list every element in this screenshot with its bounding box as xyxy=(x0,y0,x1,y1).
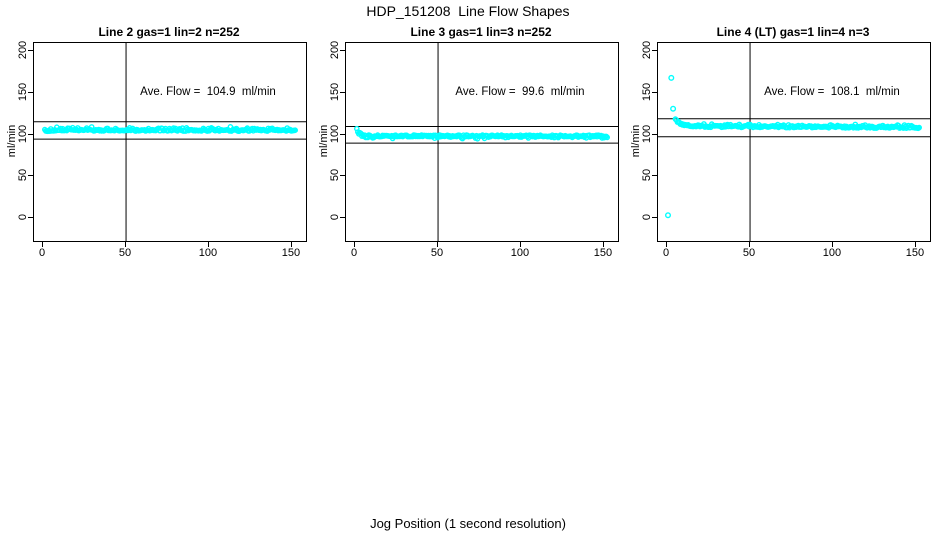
x-tick-label: 150 xyxy=(593,247,613,259)
data-point xyxy=(668,74,675,81)
y-tick-label: 0 xyxy=(641,213,653,220)
data-point xyxy=(604,134,611,141)
y-tick-label: 200 xyxy=(17,41,29,60)
y-axis-tick xyxy=(28,216,33,218)
y-tick-label: 150 xyxy=(17,82,29,102)
ave-flow-annotation: Ave. Flow = 104.9 ml/min xyxy=(140,85,276,98)
y-tick-label: 100 xyxy=(17,124,29,143)
plot-box xyxy=(657,42,931,242)
x-axis-tick xyxy=(749,242,751,247)
x-tick-label: 100 xyxy=(510,247,530,259)
subplot-title: Line 4 (LT) gas=1 lin=4 n=3 xyxy=(716,25,870,39)
y-axis-tick xyxy=(652,91,657,93)
y-axis-tick xyxy=(340,91,345,93)
y-tick-label: 50 xyxy=(17,168,29,182)
y-axis-tick xyxy=(652,50,657,52)
data-point xyxy=(664,212,671,219)
subplot-panel: Line 4 (LT) gas=1 lin=4 n=3 ml/min 0 50 100 1… xyxy=(624,0,936,300)
y-tick-label: 200 xyxy=(641,41,653,60)
x-axis-tick xyxy=(602,242,604,247)
y-tick-label: 150 xyxy=(641,82,653,102)
data-point xyxy=(916,124,923,131)
scatter-canvas xyxy=(34,43,306,241)
x-tick-label: 150 xyxy=(905,247,925,259)
ave-flow-annotation: Ave. Flow = 99.6 ml/min xyxy=(455,85,585,98)
y-axis-tick xyxy=(340,133,345,135)
y-tick-label: 100 xyxy=(329,124,341,143)
scatter-canvas xyxy=(346,43,618,241)
y-axis-tick xyxy=(28,91,33,93)
y-tick-label: 100 xyxy=(641,124,653,143)
x-tick-label: 50 xyxy=(118,247,132,259)
x-tick-label: 100 xyxy=(198,247,218,259)
x-axis-tick xyxy=(290,242,292,247)
subplot-panel: Line 2 gas=1 lin=2 n=252 ml/min 0 50 100 150 0… xyxy=(0,0,312,300)
x-tick-label: 50 xyxy=(430,247,444,259)
x-axis-tick xyxy=(125,242,127,247)
y-tick-label: 50 xyxy=(641,168,653,182)
y-axis-tick xyxy=(340,216,345,218)
x-axis-tick xyxy=(914,242,916,247)
x-axis-tick xyxy=(519,242,521,247)
data-point xyxy=(292,127,299,133)
ave-flow-annotation: Ave. Flow = 108.1 ml/min xyxy=(764,85,900,98)
subplot-title: Line 3 gas=1 lin=3 n=252 xyxy=(410,25,552,39)
figure-title: HDP_151208 Line Flow Shapes xyxy=(366,3,570,19)
x-tick-label: 100 xyxy=(822,247,842,259)
y-axis-tick xyxy=(340,175,345,177)
y-tick-label: 200 xyxy=(329,41,341,60)
x-tick-label: 0 xyxy=(663,247,670,259)
y-axis-tick xyxy=(652,175,657,177)
plot-box xyxy=(345,42,619,242)
y-axis-tick xyxy=(28,175,33,177)
y-axis-tick xyxy=(652,216,657,218)
x-axis-tick xyxy=(207,242,209,247)
y-axis-tick xyxy=(652,133,657,135)
x-tick-label: 150 xyxy=(281,247,301,259)
figure-x-axis-label: Jog Position (1 second resolution) xyxy=(370,516,566,531)
y-axis-tick xyxy=(28,133,33,135)
x-axis-tick xyxy=(354,242,356,247)
plot-box xyxy=(33,42,307,242)
x-tick-label: 0 xyxy=(351,247,358,259)
data-point xyxy=(430,132,437,139)
y-tick-label: 50 xyxy=(329,168,341,182)
data-point xyxy=(670,105,677,112)
y-tick-label: 150 xyxy=(329,82,341,102)
scatter-canvas xyxy=(658,43,930,241)
x-axis-tick xyxy=(831,242,833,247)
x-axis-tick xyxy=(42,242,44,247)
y-axis-tick xyxy=(340,50,345,52)
x-axis-tick xyxy=(666,242,668,247)
y-tick-label: 0 xyxy=(329,213,341,220)
subplot-title: Line 2 gas=1 lin=2 n=252 xyxy=(98,25,240,39)
x-tick-label: 50 xyxy=(742,247,756,259)
y-axis-tick xyxy=(28,50,33,52)
y-tick-label: 0 xyxy=(17,213,29,220)
subplot-panel: Line 3 gas=1 lin=3 n=252 ml/min 0 50 100 150 0… xyxy=(312,0,624,300)
x-axis-tick xyxy=(437,242,439,247)
x-tick-label: 0 xyxy=(39,247,46,259)
